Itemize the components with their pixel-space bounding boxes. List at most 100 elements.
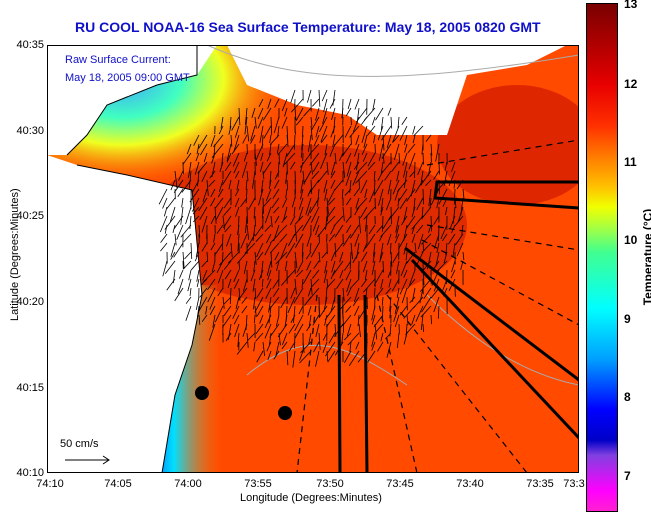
current-vector <box>325 314 336 328</box>
current-vector <box>236 341 248 355</box>
current-vector <box>312 98 320 107</box>
current-vector <box>251 107 256 119</box>
current-vector <box>326 215 336 226</box>
current-vector <box>235 296 240 310</box>
current-vector <box>428 224 432 233</box>
colorbar-tick: 13 <box>624 0 638 11</box>
current-vector <box>275 251 288 265</box>
current-vector <box>281 116 288 129</box>
current-vector <box>419 278 432 293</box>
current-vector <box>307 287 312 297</box>
current-vector <box>170 179 176 191</box>
current-vector <box>430 215 432 232</box>
current-vector <box>326 197 329 215</box>
sst-map <box>47 45 579 473</box>
current-vector <box>421 242 432 253</box>
current-vector <box>228 125 232 135</box>
current-vector <box>422 323 425 333</box>
current-vector <box>275 314 280 327</box>
current-vector <box>285 242 296 259</box>
current-vector <box>300 161 304 173</box>
current-vector <box>200 278 208 286</box>
current-vector <box>421 296 432 313</box>
current-vector <box>210 197 216 207</box>
current-vector <box>413 125 424 137</box>
current-vector <box>290 89 296 104</box>
current-vector <box>361 278 368 288</box>
current-vector <box>246 170 249 181</box>
current-vector <box>170 206 176 222</box>
current-vector <box>302 125 304 138</box>
current-vector <box>382 152 385 164</box>
current-vector <box>250 134 256 144</box>
current-vector <box>292 350 296 368</box>
current-vector <box>281 215 288 223</box>
current-vector <box>170 251 176 260</box>
current-vector <box>446 269 448 285</box>
current-vector <box>403 305 416 319</box>
current-vector <box>322 332 328 341</box>
current-vector <box>416 224 424 234</box>
current-vector <box>286 179 288 190</box>
current-vector <box>346 197 352 206</box>
current-vector <box>323 269 328 284</box>
current-vector <box>253 296 256 310</box>
current-vector <box>361 251 368 262</box>
current-vector <box>440 224 448 239</box>
current-vector <box>254 287 257 300</box>
current-vector <box>403 161 408 178</box>
y-axis-label: Latitude (Degrees:Minutes) <box>9 188 21 321</box>
current-vector <box>411 233 416 243</box>
current-vector <box>177 278 184 295</box>
current-vector <box>252 278 256 292</box>
current-vector <box>345 269 352 281</box>
current-vector <box>214 197 224 209</box>
current-vector <box>420 170 424 183</box>
current-vector <box>425 134 432 142</box>
current-vector <box>387 233 392 246</box>
current-vector <box>310 278 320 288</box>
colorbar-tick: 9 <box>624 312 631 326</box>
current-vector <box>240 197 248 208</box>
current-vector <box>237 224 240 236</box>
current-vector <box>355 197 360 209</box>
current-vector <box>378 143 384 161</box>
current-vector <box>257 107 264 120</box>
current-vector <box>363 134 368 148</box>
current-vector <box>422 242 425 252</box>
current-vector <box>284 107 288 117</box>
current-vector <box>326 278 336 289</box>
current-vector <box>438 188 448 205</box>
current-vector <box>194 251 200 262</box>
current-vector <box>159 215 168 233</box>
current-vector <box>368 224 376 235</box>
current-vector <box>394 233 400 244</box>
colorbar-tick: 7 <box>624 469 631 483</box>
current-vector <box>311 116 320 131</box>
current-vector <box>215 206 224 221</box>
current-vector <box>273 206 280 214</box>
current-vector <box>192 206 200 215</box>
land-long-island <box>227 45 567 135</box>
current-vector <box>358 179 360 190</box>
current-vector <box>230 134 233 147</box>
current-vector <box>260 179 264 193</box>
current-vector <box>344 188 352 196</box>
current-vector <box>223 260 232 270</box>
current-vector <box>354 206 360 216</box>
current-vector <box>417 161 424 175</box>
current-vector <box>371 341 376 351</box>
current-vector <box>299 350 304 361</box>
current-vector <box>250 269 256 282</box>
current-vector <box>269 170 272 185</box>
current-vector <box>275 341 280 357</box>
colorbar-tick: 11 <box>624 155 637 169</box>
current-vector <box>365 215 368 232</box>
current-vector <box>264 323 272 339</box>
current-vector <box>392 134 400 143</box>
current-vector <box>244 116 248 135</box>
current-vector <box>290 161 296 170</box>
current-vector <box>285 170 288 184</box>
current-vector <box>326 350 329 362</box>
current-vector <box>391 161 400 172</box>
